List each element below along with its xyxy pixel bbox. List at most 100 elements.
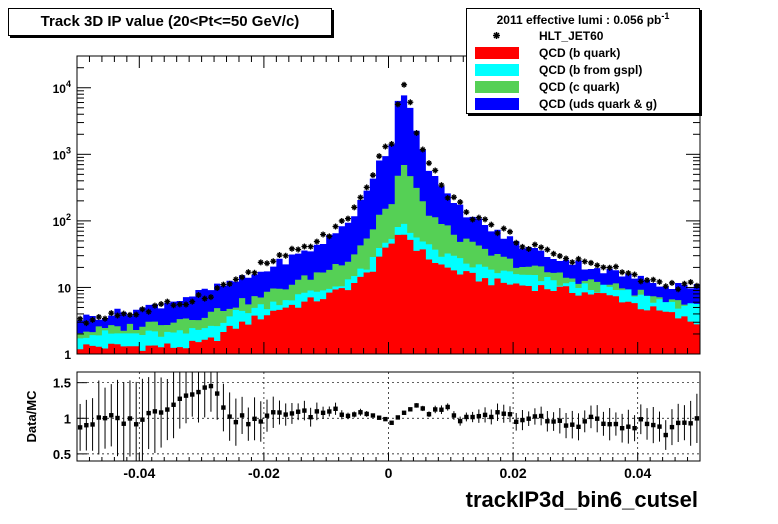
legend: 2011 effective lumi : 0.056 pb-1 HLT_JET… [466,8,700,114]
data-point [463,209,470,216]
data-point [662,283,669,290]
data-point [158,301,165,308]
ratio-point [619,425,625,431]
ratio-point [401,410,407,415]
data-point [575,255,582,262]
ratio-y-axis-title: Data/MC [24,390,39,443]
ratio-point [177,396,182,401]
data-point [687,279,694,286]
ratio-point [370,413,376,418]
legend-header: 2011 effective lumi : 0.056 pb-1 [467,11,699,27]
data-point [600,264,607,271]
data-point [245,269,252,276]
data-point [556,252,563,259]
ratio-point [252,416,257,422]
data-point [133,311,140,318]
data-point [581,258,588,265]
ratio-point [545,419,550,424]
data-point [183,301,190,308]
ratio-point [295,409,301,414]
data-point [606,264,613,271]
ratio-point [570,422,575,427]
ratio-point [90,422,95,427]
data-point [139,306,146,313]
ratio-point [302,408,307,413]
ratio-point [582,419,587,424]
ratio-point [127,416,133,421]
data-point [376,153,383,160]
ratio-point [439,407,444,412]
ratio-point [669,424,675,430]
data-point [488,221,495,228]
data-point [189,298,196,305]
ratio-point [208,383,214,389]
ratio-point [196,389,201,395]
ratio-point [694,416,700,421]
ratio-point [314,409,320,414]
data-point [444,194,451,201]
data-point [619,269,626,276]
ratio-point [133,422,139,427]
ratio-point [158,410,164,415]
x-axis-title: trackIP3d_bin6_cutsel [465,487,698,512]
ratio-point [77,425,83,430]
ratio-point [289,411,295,416]
data-point [176,301,183,308]
ratio-point [352,412,357,417]
data-point [207,294,214,301]
data-point [326,233,333,240]
ratio-point [383,416,388,422]
data-point [232,276,239,283]
data-point [482,216,489,223]
data-point [338,217,345,224]
y-tick-label: 10 [58,281,72,295]
ratio-point [476,413,482,419]
x-tick-label: 0.04 [624,465,651,481]
ratio-point [233,419,239,425]
ratio-point [576,424,581,430]
data-point [220,281,227,288]
data-point [108,310,115,317]
data-point [170,302,177,309]
data-point [257,259,264,266]
ratio-point [532,414,538,419]
data-point [538,244,545,251]
data-point [675,286,682,293]
ratio-point [657,424,662,429]
data-point [251,269,258,276]
ratio-point [663,432,668,438]
legend-entry-b-gspl: QCD (b from gspl) [475,63,695,78]
legend-label-b-quark: QCD (b quark) [539,46,621,60]
ratio-point [308,414,313,420]
ratio-y-tick-label: 1 [64,411,71,426]
legend-swatch-b-gspl [475,64,519,76]
ratio-point [588,414,594,420]
data-point [519,243,526,250]
ratio-point [214,391,220,396]
data-point [513,239,520,246]
ratio-point [333,406,338,411]
ratio-point [526,416,531,421]
data-point [102,315,109,322]
ratio-point [651,422,656,428]
x-tick-label: 0 [385,465,393,481]
ratio-point [109,413,114,418]
data-point [307,243,314,250]
data-point [357,194,364,201]
legend-entry-b-quark: QCD (b quark) [475,46,695,61]
legend-header-text: 2011 effective lumi : 0.056 pb [496,13,662,27]
ratio-point [464,414,469,420]
data-point [164,298,171,305]
ratio-point [345,413,351,419]
data-point [369,172,376,179]
data-point [494,230,501,237]
ratio-point [115,415,120,421]
data-point [345,215,352,222]
data-point [239,274,246,281]
data-point [550,250,557,257]
ratio-point [451,413,457,418]
data-point [295,246,302,253]
ratio-point [121,421,126,426]
ratio-y-axis: 0.5 1 1.5 Data/MC [24,376,87,462]
data-point [301,243,308,250]
